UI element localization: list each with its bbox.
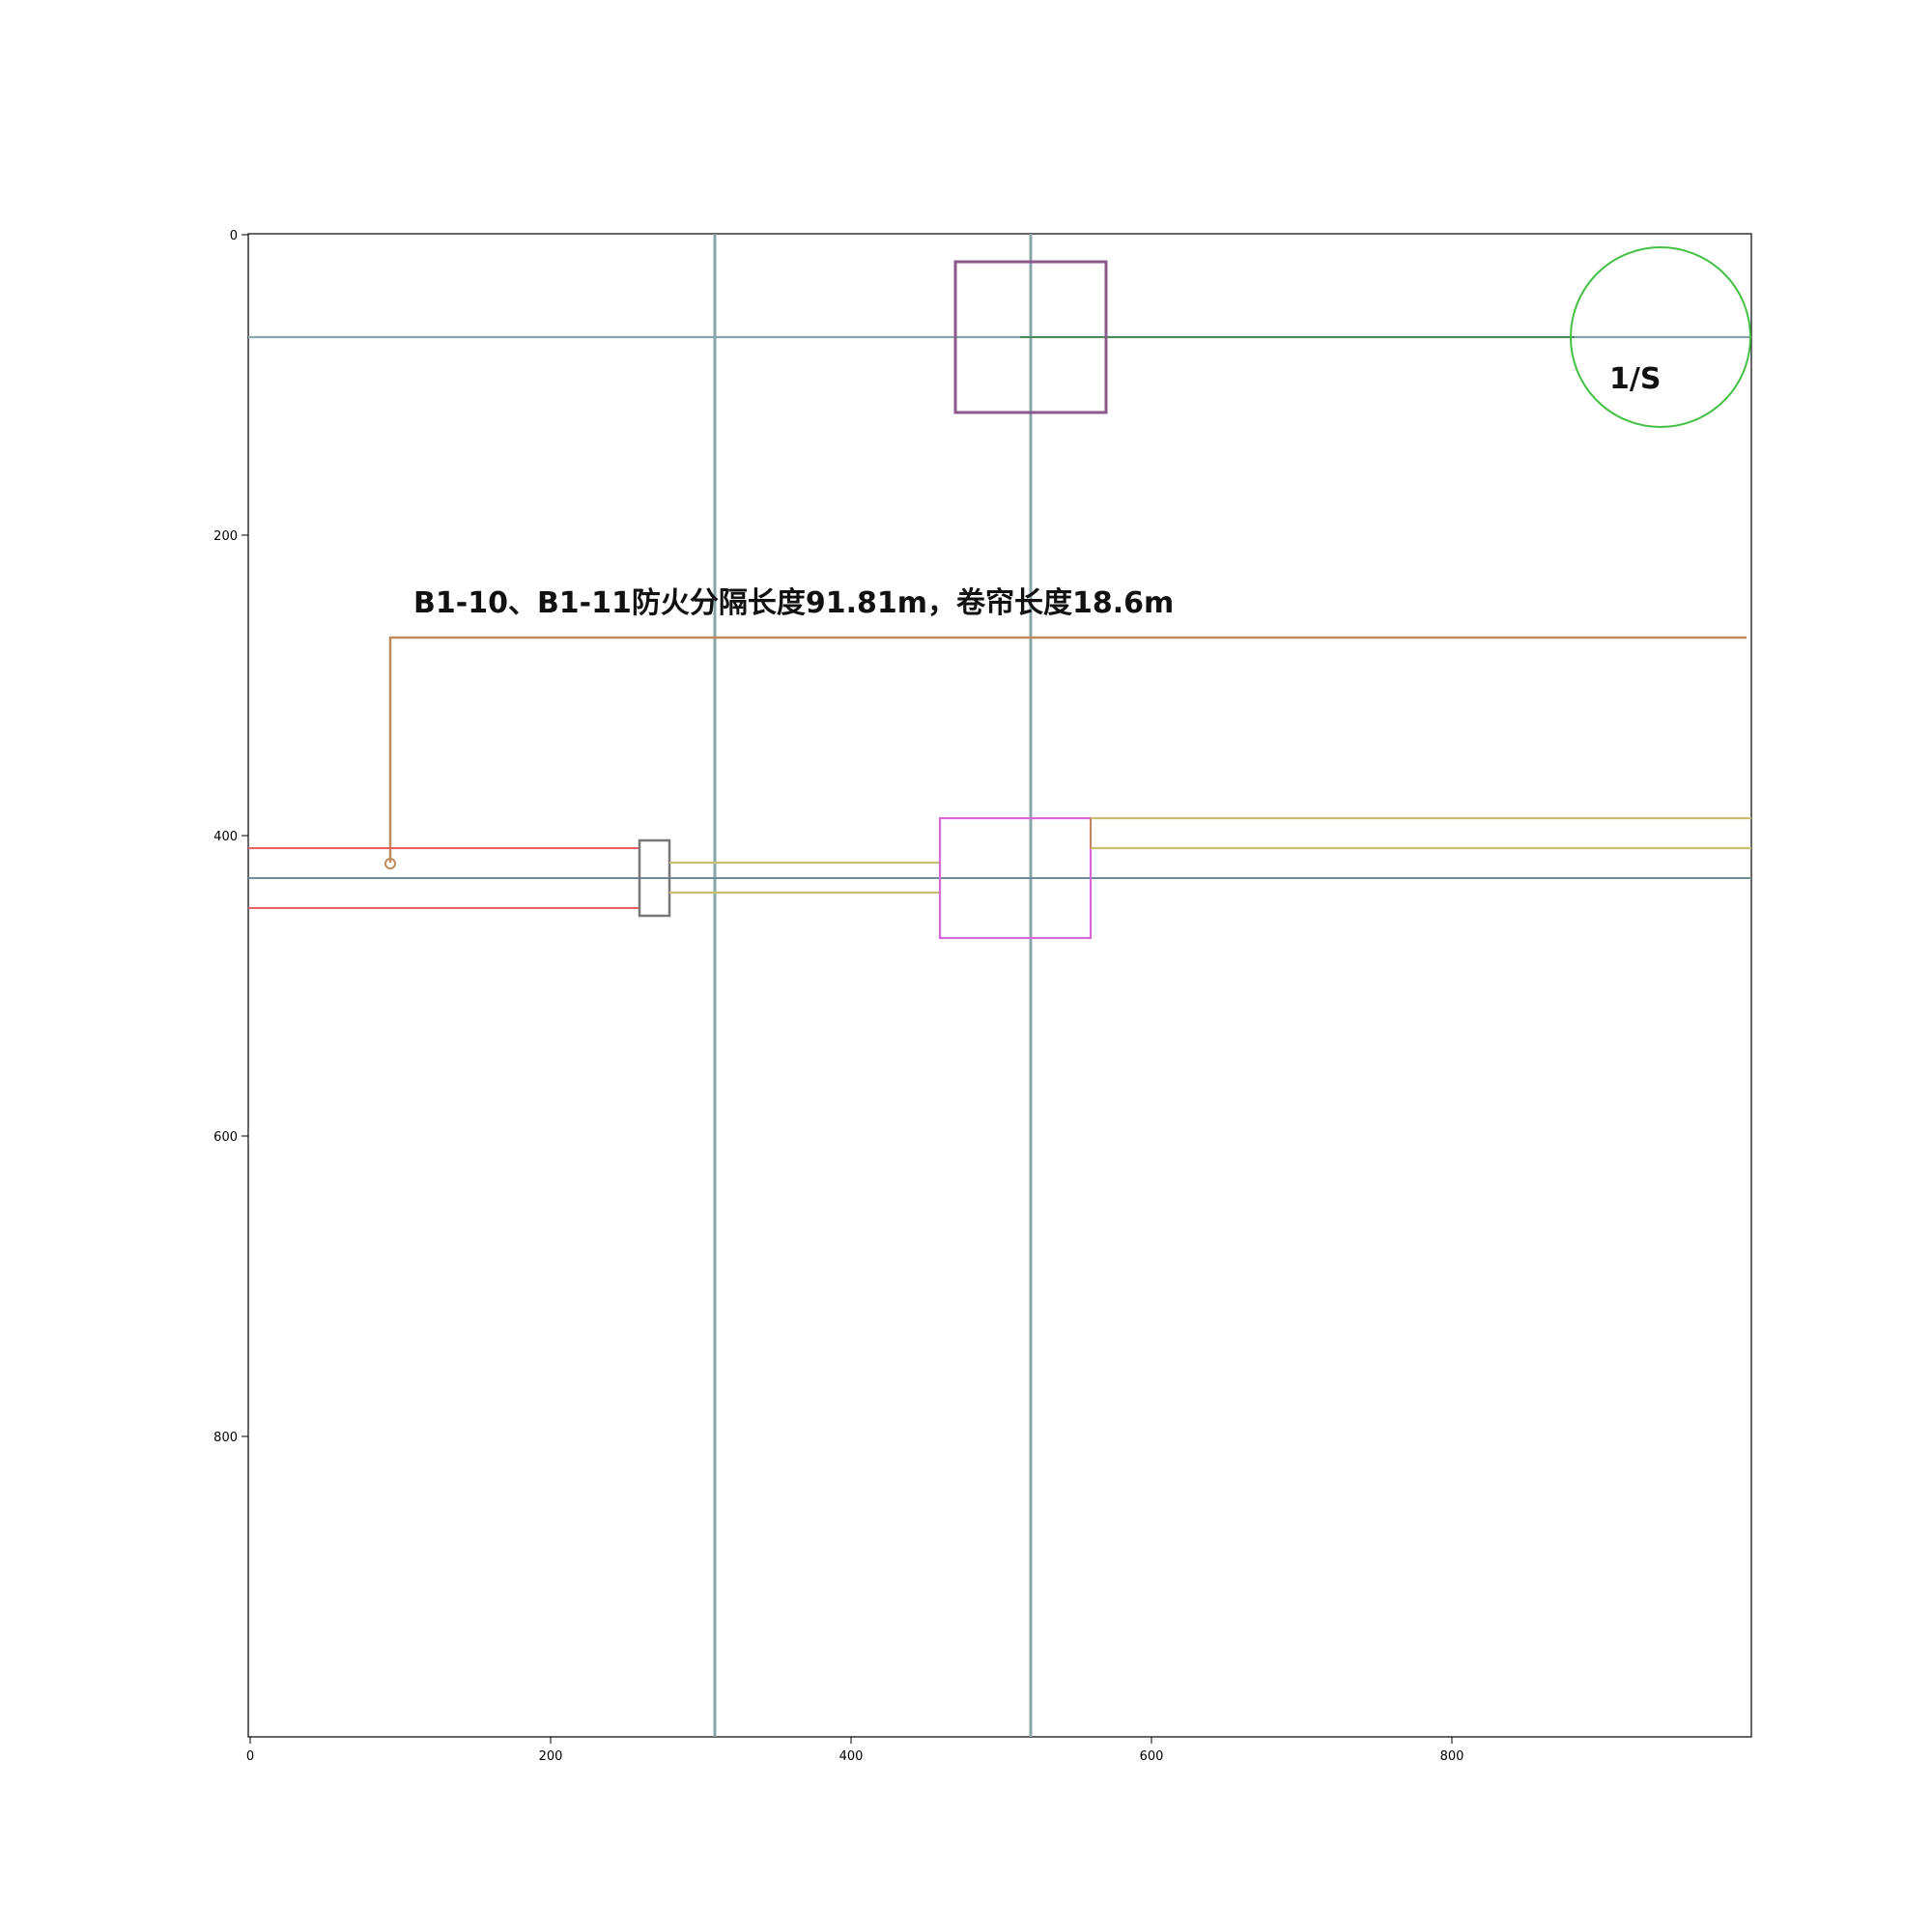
shutter-box [638, 838, 671, 918]
grid-circle-marker [1570, 246, 1751, 428]
square-mid [938, 816, 1093, 940]
x-tick-label: 400 [839, 1749, 864, 1764]
leader-endpoint [384, 858, 396, 869]
plot-frame [247, 233, 1752, 1738]
x-tick-label: 0 [246, 1749, 254, 1764]
leader-line [388, 636, 1747, 863]
y-tick-label: 200 [213, 529, 238, 544]
y-tick-label: 600 [213, 1130, 238, 1145]
x-tick-label: 200 [539, 1749, 563, 1764]
x-tick-label: 800 [1440, 1749, 1464, 1764]
annotation-text: B1-10、B1-11防火分隔长度91.81m，卷帘长度18.6m [413, 586, 1174, 620]
y-axis: 0 200 400 600 800 [213, 229, 248, 1445]
x-axis: 0 200 400 600 800 [246, 1737, 1464, 1764]
y-tick-label: 800 [213, 1431, 238, 1445]
y-tick-label: 0 [230, 229, 238, 243]
x-tick-label: 600 [1140, 1749, 1164, 1764]
grid-circle-label: 1/S [1609, 362, 1661, 396]
y-tick-label: 400 [213, 830, 238, 844]
square-top [953, 260, 1108, 414]
